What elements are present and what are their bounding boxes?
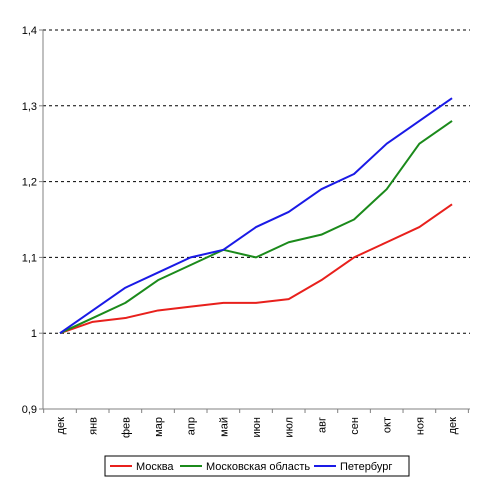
series-line (59, 97, 453, 335)
legend-box (104, 455, 410, 477)
x-tick-label: апр (186, 417, 198, 435)
series-line (59, 203, 453, 335)
y-tick-label: 1,1 (22, 252, 37, 264)
x-tick-label: июн (251, 417, 263, 437)
series-lines (59, 97, 453, 335)
x-tick-label: дек (447, 417, 459, 435)
legend-label: Петербург (340, 461, 392, 473)
x-tick-label: мар (153, 417, 165, 437)
plot-area (43, 30, 470, 409)
x-tick-label: янв (88, 417, 100, 435)
series-line (59, 120, 453, 335)
x-tick-label: дек (55, 417, 67, 435)
x-tick-label: окт (382, 417, 394, 433)
x-tick-label: фев (120, 417, 132, 438)
x-axis-ticks: дек янв фев мар апр май июн июл авг сен окт ноя дек (43, 409, 469, 438)
x-tick-label: сен (349, 417, 361, 435)
y-tick-label: 1 (31, 328, 37, 340)
y-tick-label: 0,9 (22, 404, 37, 416)
y-axis-ticks: 0,9 1 1,1 1,2 1,3 1,4 (22, 25, 43, 416)
x-tick-label: май (218, 417, 230, 437)
x-tick-label: ноя (414, 417, 426, 435)
y-tick-label: 1,4 (22, 25, 37, 37)
gridlines (43, 29, 470, 334)
y-tick-label: 1,3 (22, 101, 37, 113)
axes (42, 30, 470, 410)
legend-label: Московская область (206, 461, 310, 473)
legend-label: Москва (136, 461, 174, 473)
x-tick-label: авг (316, 417, 328, 433)
x-tick-label: июл (284, 417, 296, 438)
legend: Москва Московская область Петербург (104, 455, 410, 477)
y-tick-label: 1,2 (22, 177, 37, 189)
